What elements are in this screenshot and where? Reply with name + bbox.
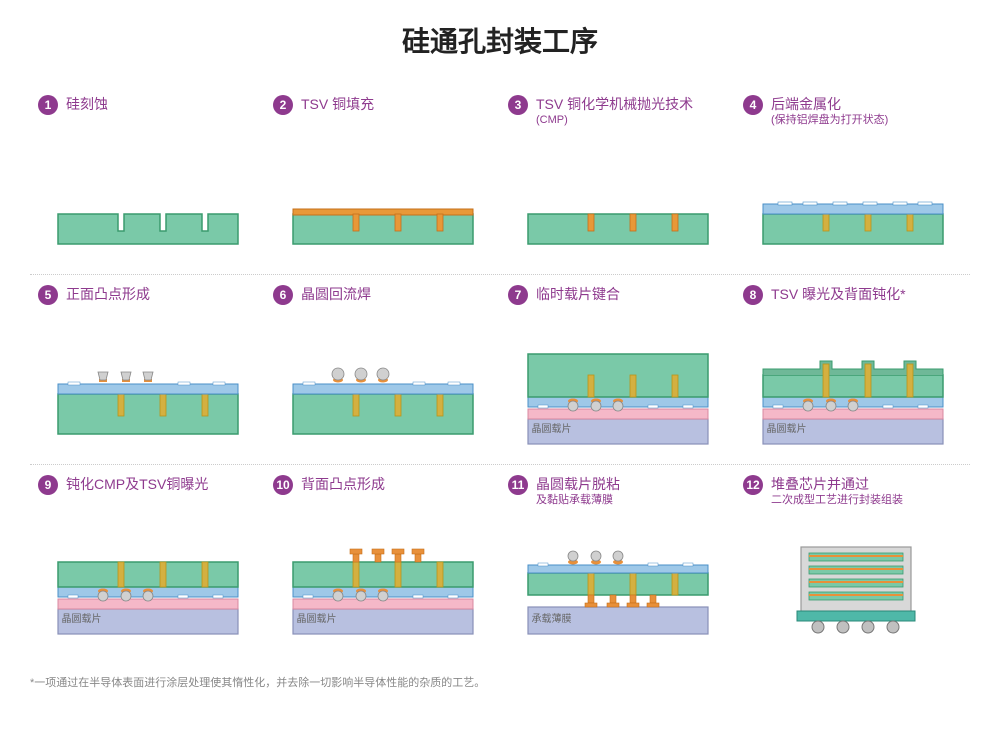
step-6: 6 晶圆回流焊	[265, 275, 500, 464]
step-header: 3 TSV 铜化学机械抛光技术 (CMP)	[508, 95, 727, 137]
step-diagram: 承载薄膜	[518, 529, 718, 639]
copper-filled-icon	[293, 209, 473, 244]
step-header: 12 堆叠芯片并通过 二次成型工艺进行封装组装	[743, 475, 962, 517]
step-sublabel: (保持铝焊盘为打开状态)	[771, 113, 888, 127]
step-header: 1 硅刻蚀	[38, 95, 257, 137]
step-8: 8 TSV 曝光及背面钝化*	[735, 275, 970, 464]
step-1: 1 硅刻蚀	[30, 85, 265, 274]
step-diagram	[518, 149, 718, 259]
footnote: *一项通过在半导体表面进行涂层处理使其惰性化，并去除一切影响半导体性能的杂质的工…	[30, 674, 970, 690]
step-number-badge: 5	[38, 285, 58, 305]
step-header: 10 背面凸点形成	[273, 475, 492, 517]
step-diagram	[753, 529, 953, 639]
cmp-icon	[528, 214, 708, 244]
step-number-badge: 10	[273, 475, 293, 495]
process-grid: 1 硅刻蚀 2 TSV 铜填充	[30, 85, 970, 654]
step-3: 3 TSV 铜化学机械抛光技术 (CMP)	[500, 85, 735, 274]
step-number-badge: 12	[743, 475, 763, 495]
step-sublabel: 二次成型工艺进行封装组装	[771, 493, 903, 507]
carrier-label: 晶圆载片	[62, 610, 102, 625]
step-diagram: 晶圆载片	[48, 529, 248, 639]
step-sublabel: 及黏贴承载薄膜	[536, 493, 620, 507]
step-header: 6 晶圆回流焊	[273, 285, 492, 327]
step-header: 11 晶圆载片脱粘 及黏贴承载薄膜	[508, 475, 727, 517]
stacked-package-icon	[797, 547, 915, 633]
step-label: 晶圆载片脱粘	[536, 475, 620, 493]
film-label: 承载薄膜	[532, 610, 572, 625]
step-number-badge: 2	[273, 95, 293, 115]
page-title: 硅通孔封装工序	[30, 20, 970, 60]
reflow-icon	[293, 368, 473, 434]
step-12: 12 堆叠芯片并通过 二次成型工艺进行封装组装	[735, 465, 970, 654]
step-number-badge: 3	[508, 95, 528, 115]
step-diagram	[283, 149, 483, 259]
step-number-badge: 11	[508, 475, 528, 495]
step-5: 5 正面凸点形成	[30, 275, 265, 464]
step-header: 7 临时载片键合	[508, 285, 727, 327]
step-header: 4 后端金属化 (保持铝焊盘为打开状态)	[743, 95, 962, 137]
step-number-badge: 8	[743, 285, 763, 305]
step-number-badge: 6	[273, 285, 293, 305]
step-header: 5 正面凸点形成	[38, 285, 257, 327]
step-10: 10 背面凸点形成	[265, 465, 500, 654]
carrier-label: 晶圆载片	[767, 420, 807, 435]
step-label: TSV 铜填充	[301, 95, 374, 113]
step-number-badge: 9	[38, 475, 58, 495]
step-7: 7 临时载片键合	[500, 275, 735, 464]
step-diagram: 晶圆载片	[753, 339, 953, 449]
step-number-badge: 4	[743, 95, 763, 115]
step-diagram: 晶圆载片	[518, 339, 718, 449]
step-diagram	[48, 149, 248, 259]
step-sublabel: (CMP)	[536, 113, 693, 127]
front-bump-icon	[58, 372, 238, 434]
silicon-etched-icon	[58, 214, 238, 244]
step-header: 8 TSV 曝光及背面钝化*	[743, 285, 962, 327]
step-11: 11 晶圆载片脱粘 及黏贴承载薄膜	[500, 465, 735, 654]
step-diagram	[283, 339, 483, 449]
step-diagram: 晶圆载片	[283, 529, 483, 639]
carrier-label: 晶圆载片	[297, 610, 337, 625]
step-header: 2 TSV 铜填充	[273, 95, 492, 137]
step-number-badge: 7	[508, 285, 528, 305]
step-label: 硅刻蚀	[66, 95, 108, 113]
backend-metal-icon	[763, 202, 943, 244]
step-diagram	[753, 149, 953, 259]
step-label: 临时载片键合	[536, 285, 620, 303]
step-diagram	[48, 339, 248, 449]
step-number-badge: 1	[38, 95, 58, 115]
step-label: 背面凸点形成	[301, 475, 385, 493]
step-label: 后端金属化	[771, 95, 888, 113]
carrier-label: 晶圆载片	[532, 420, 572, 435]
step-label: 晶圆回流焊	[301, 285, 371, 303]
step-label: 钝化CMP及TSV铜曝光	[66, 475, 208, 493]
step-label: 堆叠芯片并通过	[771, 475, 903, 493]
step-4: 4 后端金属化 (保持铝焊盘为打开状态)	[735, 85, 970, 274]
step-9: 9 钝化CMP及TSV铜曝光	[30, 465, 265, 654]
step-header: 9 钝化CMP及TSV铜曝光	[38, 475, 257, 517]
step-label: TSV 曝光及背面钝化*	[771, 285, 906, 303]
step-label: 正面凸点形成	[66, 285, 150, 303]
step-2: 2 TSV 铜填充	[265, 85, 500, 274]
step-label: TSV 铜化学机械抛光技术	[536, 95, 693, 113]
